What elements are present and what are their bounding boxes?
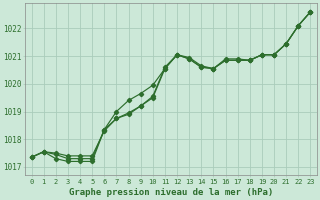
X-axis label: Graphe pression niveau de la mer (hPa): Graphe pression niveau de la mer (hPa) — [69, 188, 273, 197]
